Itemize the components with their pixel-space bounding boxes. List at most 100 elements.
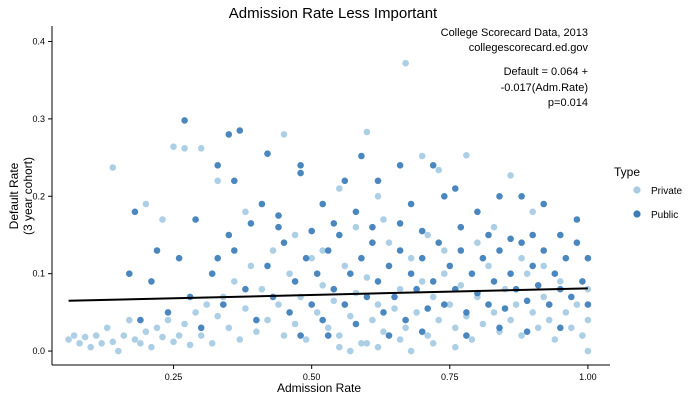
point-private: [446, 301, 454, 308]
point-private: [523, 270, 531, 278]
point-public: [452, 185, 459, 192]
point-private: [126, 316, 133, 324]
point-private: [148, 343, 155, 351]
point-private: [131, 336, 139, 343]
point-public: [424, 305, 432, 312]
point-private: [369, 316, 376, 324]
point-public: [479, 254, 487, 262]
point-public: [197, 324, 205, 332]
y-axis-label-line-1: Default Rate: [7, 162, 21, 229]
point-public: [418, 254, 426, 262]
point-public: [358, 254, 365, 262]
point-public: [396, 162, 404, 169]
point-private: [463, 152, 470, 159]
point-private: [214, 177, 221, 185]
point-private: [457, 282, 465, 289]
point-private: [507, 172, 514, 179]
point-private: [142, 328, 150, 336]
point-public: [231, 177, 238, 185]
point-public: [374, 278, 382, 285]
point-public: [429, 278, 437, 285]
point-public: [319, 200, 327, 208]
point-private: [76, 340, 83, 347]
point-public: [446, 262, 454, 270]
point-public: [341, 301, 349, 308]
point-private: [336, 343, 343, 351]
point-private: [485, 262, 492, 270]
point-private: [336, 332, 343, 339]
point-private: [490, 309, 498, 316]
point-public: [214, 162, 221, 169]
point-private: [540, 262, 547, 270]
point-private: [313, 309, 321, 316]
point-public: [374, 177, 382, 185]
point-private: [474, 239, 481, 246]
point-public: [242, 285, 249, 293]
point-private: [380, 328, 387, 336]
point-public: [496, 193, 503, 200]
point-public: [352, 208, 360, 216]
point-private: [363, 340, 371, 347]
point-public: [319, 316, 327, 324]
point-private: [203, 301, 210, 308]
point-private: [435, 316, 443, 324]
point-public: [457, 223, 465, 231]
point-private: [374, 301, 382, 308]
point-public: [275, 212, 282, 219]
point-public: [573, 239, 581, 246]
point-public: [385, 262, 393, 270]
point-public: [441, 193, 448, 200]
point-public: [324, 332, 332, 339]
point-private: [258, 285, 266, 293]
point-private: [534, 324, 542, 332]
point-public: [358, 152, 365, 160]
x-tick-label: 0.75: [441, 372, 459, 382]
point-public: [153, 247, 161, 254]
point-private: [109, 338, 117, 346]
point-private: [479, 320, 487, 328]
point-public: [584, 301, 592, 308]
point-private: [269, 247, 277, 254]
point-public: [474, 208, 481, 216]
point-private: [153, 324, 161, 332]
point-private: [441, 247, 448, 254]
x-tick-label: 0.50: [303, 372, 321, 382]
point-private: [142, 200, 150, 208]
point-private: [562, 309, 570, 316]
point-public: [324, 247, 332, 254]
source-annotation-line-1: College Scorecard Data, 2013: [441, 27, 588, 39]
point-public: [496, 247, 503, 254]
point-private: [330, 297, 338, 305]
point-private: [236, 336, 244, 343]
point-private: [103, 324, 111, 332]
point-private: [573, 301, 581, 308]
regression-layer: [68, 287, 588, 302]
point-public: [385, 332, 393, 339]
point-private: [186, 341, 194, 349]
point-public: [407, 200, 415, 208]
point-public: [429, 162, 437, 169]
point-public: [485, 301, 492, 308]
point-public: [225, 231, 233, 239]
point-private: [181, 320, 188, 328]
point-public: [313, 270, 321, 278]
point-public: [341, 177, 349, 185]
point-private: [341, 262, 349, 270]
y-tick-label: 0.2: [32, 191, 45, 201]
legend-label-public: Public: [651, 210, 678, 221]
point-private: [424, 231, 432, 239]
point-private: [557, 278, 564, 285]
point-public: [579, 278, 586, 285]
point-public: [231, 247, 238, 254]
point-private: [352, 223, 360, 231]
point-private: [402, 59, 409, 67]
point-private: [264, 316, 271, 324]
point-private: [225, 324, 233, 332]
point-public: [175, 254, 183, 262]
point-private: [286, 270, 293, 278]
point-public: [540, 247, 547, 254]
point-private: [137, 340, 144, 347]
point-private: [540, 293, 547, 301]
point-private: [98, 340, 105, 347]
